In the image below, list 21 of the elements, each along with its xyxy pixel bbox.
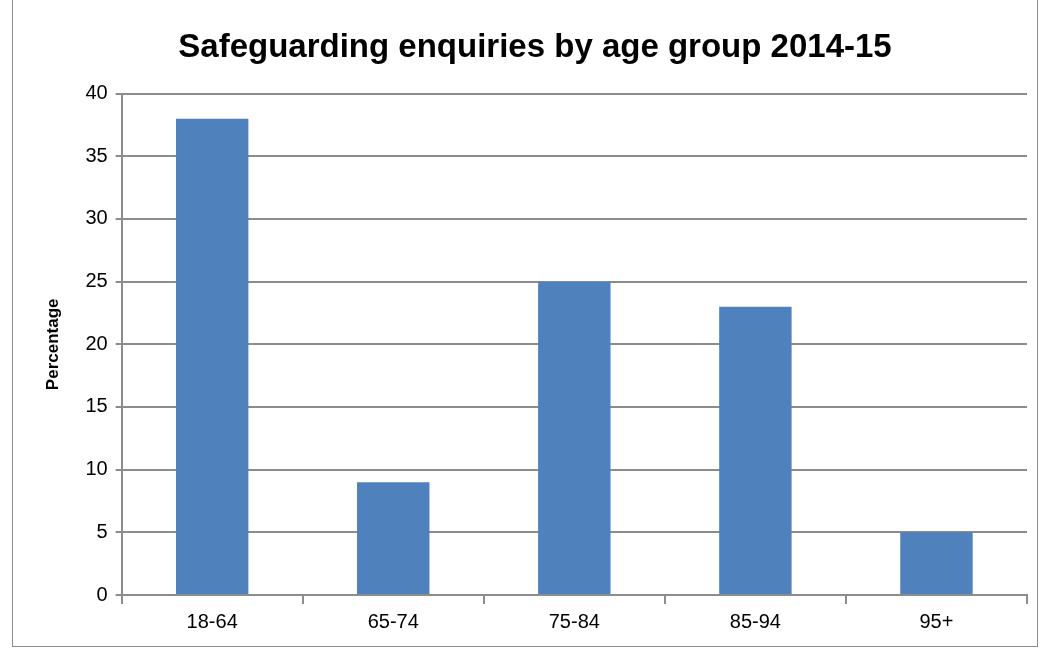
bar bbox=[175, 118, 249, 594]
chart-title: Safeguarding enquiries by age group 2014-15 bbox=[178, 26, 892, 64]
x-tick-label: 75-84 bbox=[548, 609, 600, 632]
y-tick-label: 0 bbox=[96, 582, 108, 605]
bar bbox=[357, 482, 430, 594]
x-tick-label: 65-74 bbox=[367, 609, 419, 632]
y-axis-title: Percentage bbox=[42, 298, 62, 391]
y-tick-label: 10 bbox=[85, 457, 108, 480]
x-tick-label: 18-64 bbox=[186, 609, 238, 632]
y-tick-label: 20 bbox=[85, 331, 108, 354]
x-tick-label: 85-94 bbox=[729, 609, 781, 632]
y-tick-label: 30 bbox=[85, 206, 108, 229]
y-tick-label: 15 bbox=[85, 394, 108, 417]
y-tick-label: 35 bbox=[85, 143, 108, 166]
x-tick-label: 95+ bbox=[919, 609, 954, 632]
y-tick-label: 40 bbox=[85, 81, 108, 104]
bar bbox=[538, 281, 611, 594]
bar bbox=[719, 306, 792, 594]
bar bbox=[900, 532, 973, 594]
y-tick-label: 25 bbox=[85, 269, 108, 292]
y-tick-label: 5 bbox=[96, 519, 108, 542]
